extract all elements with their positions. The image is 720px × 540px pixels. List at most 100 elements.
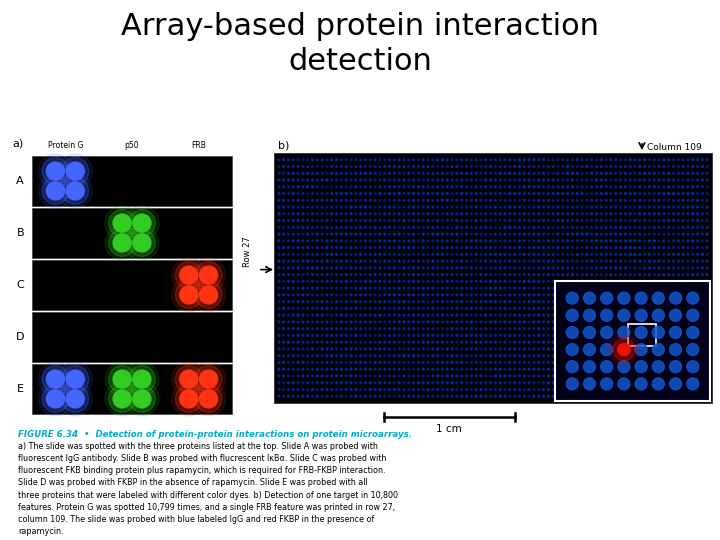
Circle shape (326, 186, 328, 188)
Circle shape (533, 321, 535, 323)
Circle shape (312, 206, 313, 208)
Circle shape (408, 375, 410, 377)
Circle shape (389, 388, 390, 390)
Circle shape (629, 321, 631, 323)
Circle shape (634, 280, 636, 282)
Circle shape (384, 321, 386, 323)
Circle shape (523, 253, 526, 255)
Circle shape (653, 375, 655, 377)
Circle shape (441, 314, 444, 316)
Text: Array-based protein interaction
detection: Array-based protein interaction detectio… (121, 12, 599, 76)
Circle shape (619, 307, 621, 309)
Circle shape (441, 274, 444, 275)
Circle shape (572, 348, 573, 350)
Circle shape (470, 321, 472, 323)
Circle shape (672, 240, 675, 242)
Circle shape (359, 280, 361, 282)
Circle shape (379, 280, 381, 282)
Circle shape (576, 334, 578, 336)
Circle shape (302, 274, 304, 275)
Circle shape (600, 382, 603, 384)
Circle shape (595, 206, 598, 208)
Circle shape (470, 341, 472, 343)
Circle shape (422, 361, 424, 363)
Circle shape (615, 247, 617, 248)
Circle shape (466, 179, 467, 181)
Circle shape (495, 348, 496, 350)
Circle shape (451, 375, 453, 377)
Circle shape (528, 348, 530, 350)
Circle shape (287, 213, 289, 215)
Circle shape (470, 213, 472, 215)
Circle shape (470, 355, 472, 357)
Circle shape (326, 267, 328, 269)
Circle shape (46, 390, 64, 408)
Circle shape (600, 253, 603, 255)
Circle shape (672, 355, 675, 357)
Circle shape (629, 159, 631, 161)
Circle shape (552, 260, 554, 262)
Circle shape (678, 395, 679, 397)
Circle shape (567, 240, 569, 242)
Circle shape (678, 213, 679, 215)
Circle shape (422, 159, 424, 161)
Circle shape (509, 193, 511, 194)
Circle shape (413, 375, 415, 377)
Circle shape (436, 395, 438, 397)
Circle shape (490, 368, 492, 370)
Bar (32, 312, 232, 362)
Circle shape (427, 267, 429, 269)
Circle shape (682, 287, 684, 289)
Circle shape (663, 328, 665, 330)
Circle shape (572, 193, 573, 194)
Circle shape (432, 260, 434, 262)
Circle shape (341, 172, 343, 174)
Circle shape (513, 213, 516, 215)
Circle shape (619, 361, 621, 363)
Circle shape (615, 334, 617, 336)
Circle shape (330, 199, 333, 201)
Circle shape (667, 206, 670, 208)
Circle shape (456, 341, 458, 343)
Circle shape (663, 233, 665, 235)
Circle shape (696, 361, 698, 363)
Circle shape (499, 274, 501, 275)
Circle shape (345, 334, 347, 336)
Circle shape (581, 186, 583, 188)
Circle shape (287, 287, 289, 289)
Circle shape (278, 301, 280, 302)
Bar (32, 260, 232, 310)
Circle shape (649, 260, 650, 262)
Circle shape (696, 294, 698, 296)
Circle shape (283, 361, 284, 363)
Circle shape (667, 226, 670, 228)
Circle shape (336, 301, 338, 302)
Circle shape (543, 388, 544, 390)
Circle shape (653, 314, 655, 316)
Circle shape (350, 186, 352, 188)
Circle shape (634, 328, 636, 330)
Circle shape (547, 253, 549, 255)
Circle shape (523, 328, 526, 330)
Circle shape (533, 328, 535, 330)
Circle shape (307, 334, 309, 336)
Circle shape (653, 382, 655, 384)
Circle shape (538, 172, 540, 174)
Circle shape (692, 388, 694, 390)
Circle shape (485, 166, 487, 167)
Circle shape (422, 334, 424, 336)
Circle shape (504, 341, 506, 343)
Circle shape (393, 388, 395, 390)
Circle shape (634, 253, 636, 255)
Circle shape (403, 274, 405, 275)
Circle shape (672, 159, 675, 161)
Circle shape (595, 233, 598, 235)
Circle shape (504, 307, 506, 309)
Circle shape (456, 280, 458, 282)
Circle shape (696, 307, 698, 309)
Circle shape (572, 382, 573, 384)
Circle shape (480, 388, 482, 390)
Circle shape (432, 314, 434, 316)
Circle shape (302, 253, 304, 255)
Circle shape (533, 382, 535, 384)
